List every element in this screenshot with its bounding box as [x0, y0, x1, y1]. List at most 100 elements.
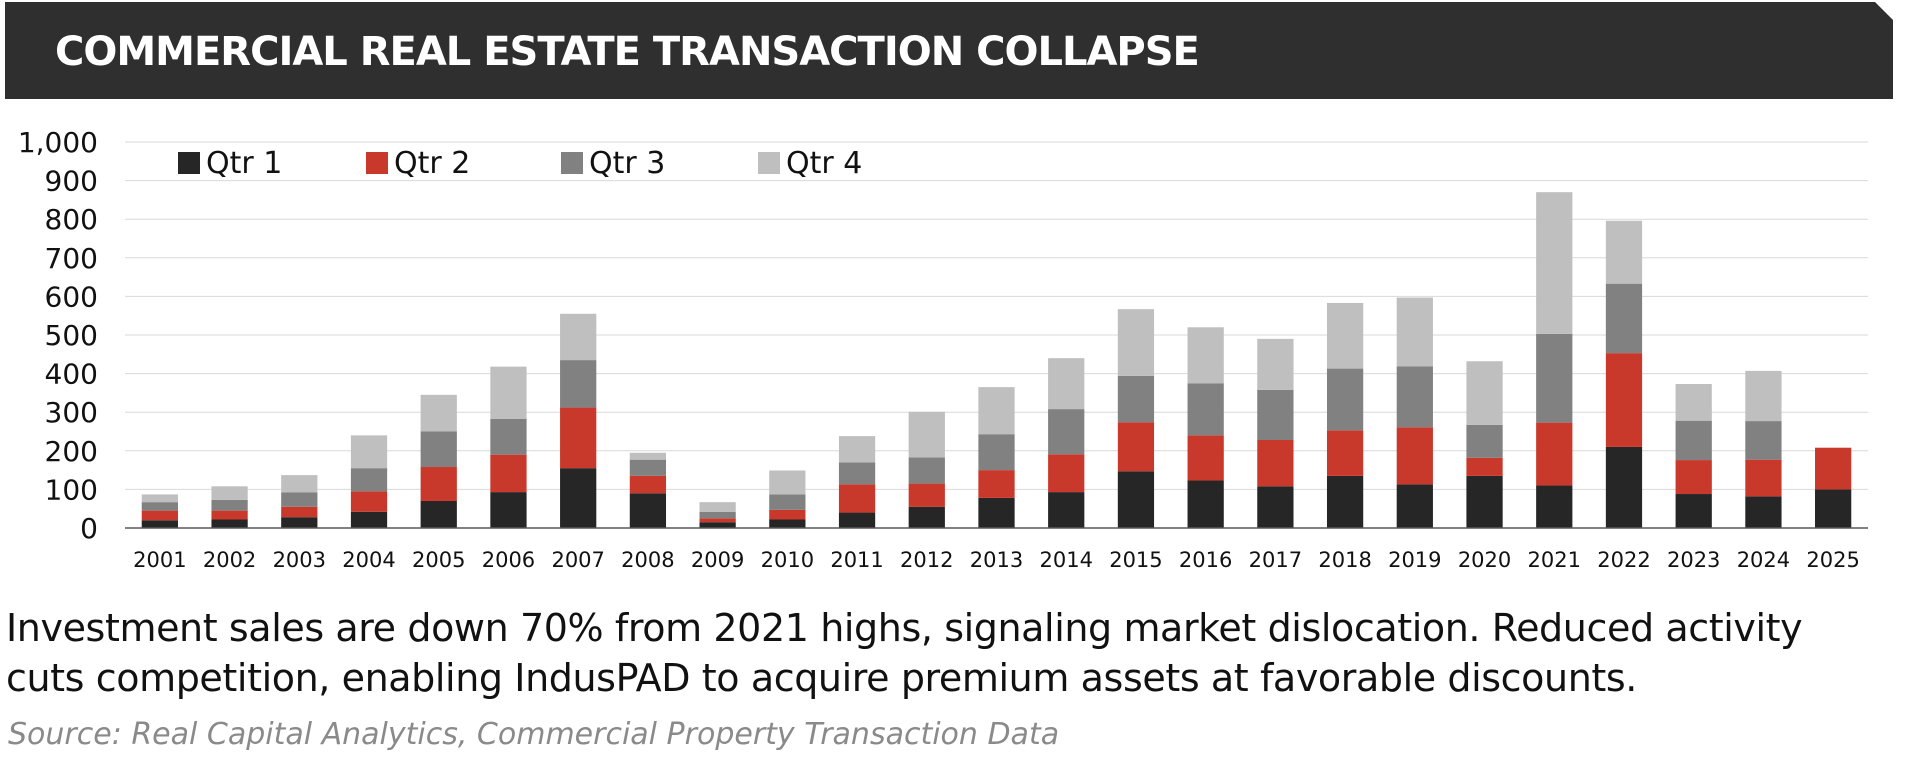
bar-segment	[141, 494, 178, 503]
bar-segment	[281, 506, 318, 518]
bar-segment	[908, 506, 945, 528]
bar-segment	[560, 407, 597, 469]
source-note: Source: Real Capital Analytics, Commerci…	[8, 717, 1060, 752]
bar-segment	[629, 459, 667, 476]
bar-segment	[1326, 368, 1364, 431]
bar-segment	[490, 366, 527, 419]
legend-swatch	[758, 152, 780, 174]
bar-segment	[1326, 302, 1364, 369]
legend-label: Qtr 1	[206, 146, 282, 181]
bar-segment	[141, 502, 178, 511]
bar-segment	[420, 394, 457, 432]
bar-segment	[1815, 489, 1852, 528]
bar-segment	[699, 518, 736, 523]
bar-segment	[1117, 422, 1155, 472]
bar-segment	[1117, 375, 1155, 423]
y-tick-label: 700	[45, 242, 98, 275]
bar-segment	[978, 387, 1015, 435]
x-tick-label: 2012	[900, 548, 953, 572]
y-tick-label: 900	[45, 165, 98, 198]
y-tick-label: 100	[45, 473, 98, 506]
bar-segment	[1605, 446, 1643, 528]
x-tick-label: 2010	[761, 548, 814, 572]
y-tick-label: 200	[45, 435, 98, 468]
bar-segment	[420, 500, 457, 528]
bar-segment	[1048, 409, 1085, 455]
bar-segment	[1048, 358, 1085, 410]
chart-legend: Qtr 1 Qtr 2 Qtr 3 Qtr 4	[178, 146, 862, 181]
bar-segment	[699, 502, 736, 512]
bar-segment	[1815, 447, 1852, 490]
bar-segment	[838, 484, 876, 513]
bar-segment	[1745, 421, 1782, 460]
bar-segment	[629, 452, 667, 460]
bar-segment	[1117, 471, 1155, 528]
x-tick-label: 2019	[1388, 548, 1441, 572]
x-tick-label: 2003	[273, 548, 326, 572]
bar-segment	[141, 510, 178, 521]
x-tick-label: 2018	[1318, 548, 1371, 572]
bar-segment	[350, 468, 388, 492]
bar-segment	[838, 436, 876, 463]
bar-segment	[1605, 220, 1643, 284]
bar-segment	[211, 519, 248, 528]
y-tick-label: 1,000	[18, 126, 98, 159]
bar-segment	[211, 499, 248, 511]
bar-segment	[1396, 297, 1433, 367]
bar-segment	[490, 492, 527, 528]
legend-label: Qtr 4	[786, 146, 862, 181]
bar-segment	[1536, 333, 1573, 423]
x-tick-label: 2011	[830, 548, 883, 572]
bar-segment	[1257, 338, 1294, 390]
bar-segment	[1536, 192, 1573, 334]
bar-segment	[1466, 424, 1503, 458]
y-tick-label: 500	[45, 319, 98, 352]
bar-segment	[1605, 353, 1643, 447]
bar-segment	[141, 520, 178, 528]
bar-segment	[420, 431, 457, 468]
y-tick-label: 800	[45, 203, 98, 236]
bar-segment	[1048, 454, 1085, 493]
title-banner-shape	[5, 2, 1893, 99]
x-tick-label: 2013	[970, 548, 1023, 572]
caption-line-2: cuts competition, enabling IndusPAD to a…	[6, 656, 1637, 700]
x-tick-label: 2024	[1737, 548, 1790, 572]
bar-segment	[1326, 475, 1364, 528]
bar-segment	[1396, 484, 1433, 528]
bar-segment	[560, 313, 597, 361]
bar-segment	[699, 511, 736, 519]
x-tick-label: 2005	[412, 548, 465, 572]
page-title: COMMERCIAL REAL ESTATE TRANSACTION COLLA…	[55, 29, 1200, 75]
bar-segment	[699, 522, 736, 528]
bar-segment	[1396, 427, 1433, 485]
bar-segment	[560, 360, 597, 408]
bar-segment	[420, 467, 457, 501]
y-tick-label: 0	[80, 512, 98, 545]
bar-segment	[1675, 460, 1712, 495]
bar-segment	[211, 486, 248, 500]
caption: Investment sales are down 70% from 2021 …	[6, 603, 1906, 703]
x-tick-label: 2004	[342, 548, 395, 572]
legend-swatch	[178, 152, 200, 174]
x-tick-label: 2006	[482, 548, 535, 572]
chart-bars	[141, 192, 1852, 528]
bar-segment	[1257, 439, 1294, 487]
bar-segment	[1326, 430, 1364, 476]
legend-label: Qtr 3	[589, 146, 665, 181]
bar-segment	[350, 435, 388, 469]
x-tick-label: 2001	[133, 548, 186, 572]
x-tick-label: 2016	[1179, 548, 1232, 572]
bar-segment	[1745, 459, 1782, 497]
bar-segment	[281, 517, 318, 528]
caption-line-1: Investment sales are down 70% from 2021 …	[6, 606, 1803, 650]
bar-segment	[908, 411, 945, 458]
bar-segment	[769, 509, 806, 520]
x-tick-label: 2017	[1249, 548, 1302, 572]
bar-segment	[1675, 384, 1712, 421]
title-banner-background	[5, 2, 1893, 99]
bar-segment	[1187, 327, 1224, 384]
bar-segment	[1466, 475, 1503, 528]
bar-segment	[769, 494, 806, 510]
legend-swatch	[366, 152, 388, 174]
x-tick-label: 2009	[691, 548, 744, 572]
